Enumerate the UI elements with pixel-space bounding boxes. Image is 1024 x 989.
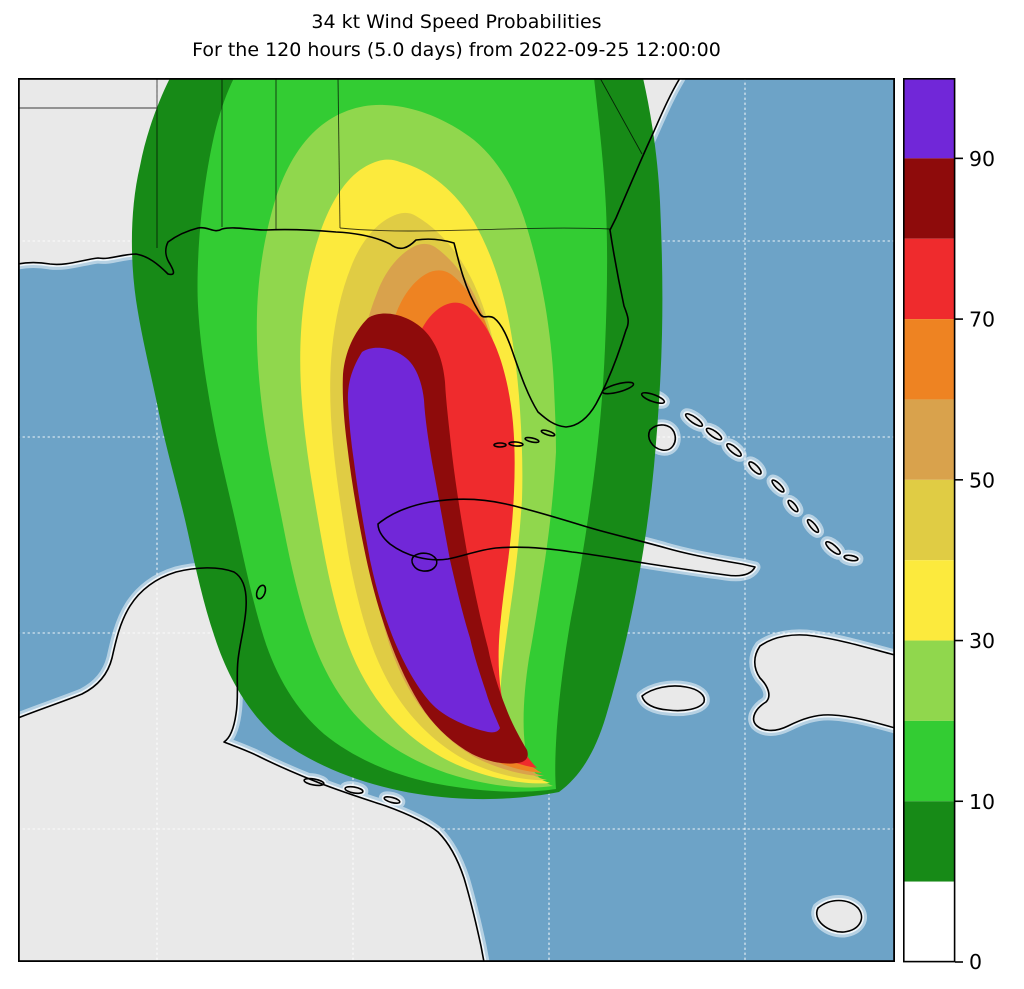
colorbar-segment [903,238,955,320]
chart-subtitle: For the 120 hours (5.0 days) from 2022-0… [192,39,721,61]
colorbar-segment [903,881,955,962]
colorbar-segment [903,158,955,239]
contour-band-ge90 [347,347,500,733]
map-frame [18,78,895,962]
colorbar-segment [903,640,955,721]
colorbar-segments [903,78,955,962]
colorbar-frame [903,78,956,963]
colorbar-segment [903,78,955,159]
colorbar-tick-label: 70 [969,308,995,332]
colorbar-ticks [955,157,963,963]
figure-titles: 34 kt Wind Speed Probabilities For the 1… [18,8,895,64]
colorbar-segment [903,319,955,400]
colorbar-tick-label: 10 [969,790,995,814]
colorbar-segment [903,399,955,480]
map-plot [18,78,895,962]
chart-title: 34 kt Wind Speed Probabilities [311,11,602,33]
colorbar-tick-labels: 90 70 50 30 10 0 [969,147,995,974]
colorbar-segment [903,720,955,802]
colorbar-segment [903,479,955,561]
colorbar-tick-label: 90 [969,147,995,171]
colorbar-segment [903,801,955,882]
colorbar-segment [903,560,955,641]
colorbar: 90 70 50 30 10 0 [903,78,995,974]
probability-contours [131,78,663,800]
colorbar-tick-label: 0 [969,950,982,974]
colorbar-tick-label: 50 [969,468,995,492]
colorbar-tick-label: 30 [969,629,995,653]
